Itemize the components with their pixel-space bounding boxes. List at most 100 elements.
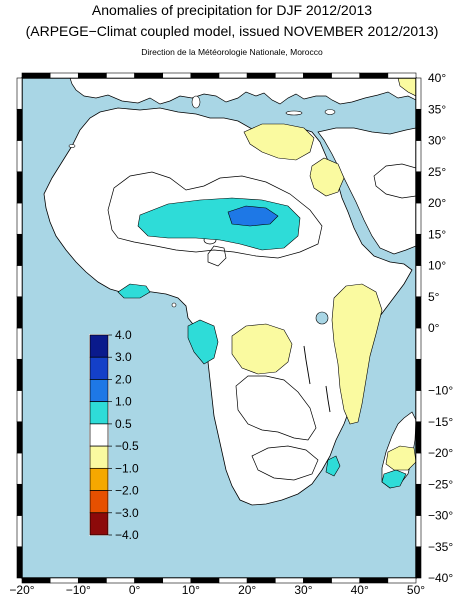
lat-tick-label: −35° — [428, 540, 453, 554]
legend-swatch — [89, 423, 109, 447]
lake-tanganyika — [303, 345, 311, 385]
lat-tick-label: 35° — [428, 102, 446, 116]
contour-lake-chad — [207, 245, 227, 267]
contour-arabia — [373, 163, 416, 199]
anomaly-mozambique-wet — [325, 455, 341, 477]
lat-tick-label: −25° — [428, 477, 453, 491]
border-segment-right — [415, 327, 422, 360]
lon-tick-label: 20° — [238, 583, 256, 597]
border-segment-left — [16, 202, 23, 235]
border-segment-left — [16, 233, 23, 266]
legend-label: 3.0 — [115, 350, 132, 364]
legend-label: −4.0 — [115, 528, 139, 542]
border-segment-right — [415, 233, 422, 266]
lat-tick-label: 40° — [428, 71, 446, 85]
longitude-labels: −20° −10° 0° 10° 20° 30° 40° 50° — [9, 583, 425, 597]
border-segment-top — [77, 72, 107, 79]
legend-swatch — [89, 467, 109, 491]
border-segment-left — [16, 77, 23, 110]
border-segment-right — [415, 421, 422, 454]
island-sardinia — [191, 95, 201, 109]
border-segment-right — [415, 390, 422, 423]
border-segment-left — [16, 390, 23, 423]
legend-label: 1.0 — [115, 395, 132, 409]
island-crete — [285, 110, 303, 116]
legend-swatch — [89, 512, 109, 536]
lake-victoria — [315, 311, 329, 325]
legend-label: 2.0 — [115, 372, 132, 386]
legend-label: −1.0 — [115, 461, 139, 475]
lat-tick-label: 25° — [428, 165, 446, 179]
legend-label: −0.5 — [115, 439, 139, 453]
border-segment-bottom — [387, 577, 417, 584]
border-segment-left — [16, 515, 23, 548]
border-segment-left — [16, 358, 23, 391]
border-segment-top — [218, 72, 248, 79]
border-segment-right — [415, 358, 422, 391]
legend-swatch — [89, 334, 109, 358]
lon-tick-label: 30° — [294, 583, 312, 597]
border-segment-top — [134, 72, 164, 79]
map-credit: Direction de la Météorologie Nationale, … — [141, 47, 323, 57]
map-subtitle: (ARPEGE−Climat coupled model, issued NOV… — [25, 23, 439, 39]
island-bioko — [171, 302, 177, 308]
island-cyprus — [324, 109, 336, 115]
lat-tick-label: 5° — [428, 290, 440, 304]
legend-swatch — [89, 445, 109, 469]
anomaly-libya-dry — [243, 123, 315, 161]
lat-tick-label: 0° — [428, 321, 440, 335]
border-segment-right — [415, 265, 422, 298]
color-legend: 4.0 3.0 2.0 1.0 0.5 −0.5 −1.0 −2.0 −3.0 −4.0 — [89, 328, 139, 542]
border-segment-left — [16, 171, 23, 204]
border-segment-top — [303, 72, 332, 79]
legend-label: 0.5 — [115, 417, 132, 431]
lon-tick-label: −20° — [9, 583, 34, 597]
legend-swatch — [89, 490, 109, 514]
lon-tick-label: 40° — [351, 583, 369, 597]
border-segment-top — [49, 72, 79, 79]
lat-tick-label: 10° — [428, 259, 446, 273]
border-segment-left — [16, 296, 23, 329]
lon-tick-label: 10° — [182, 583, 200, 597]
border-segment-left — [16, 483, 23, 516]
border-segment-left — [16, 421, 23, 454]
border-segment-right — [415, 140, 422, 173]
border-segment-top — [359, 72, 389, 79]
anomaly-sahel-strong-wet — [227, 205, 279, 227]
anomaly-gulf-guinea-wet — [117, 283, 151, 299]
border-segment-right — [415, 483, 422, 516]
border-segment-right — [415, 171, 422, 204]
border-segment-right — [415, 77, 422, 110]
lat-tick-label: −30° — [428, 509, 453, 523]
border-segment-top — [21, 72, 51, 79]
anomaly-east-africa-dry — [331, 283, 383, 425]
map-border — [16, 72, 422, 584]
border-segment-left — [16, 546, 23, 579]
border-segment-left — [16, 452, 23, 485]
border-segment-top — [246, 72, 276, 79]
lon-tick-label: −10° — [66, 583, 91, 597]
latitude-labels: 40° 35° 30° 25° 20° 15° 10° 5° 0° −10° −15° −20° −25… — [428, 71, 453, 585]
anomaly-gabon-wet — [187, 319, 219, 365]
lat-tick-label: 30° — [428, 134, 446, 148]
legend-swatch — [89, 356, 109, 380]
border-segment-left — [16, 140, 23, 173]
lat-tick-label: 15° — [428, 227, 446, 241]
lat-tick-label: 20° — [428, 196, 446, 210]
land-africa — [43, 107, 413, 506]
border-segment-top — [274, 72, 304, 79]
border-segment-top — [387, 72, 417, 79]
contour-southwest — [235, 375, 317, 441]
border-segment-right — [415, 108, 422, 141]
island-canary — [68, 144, 76, 148]
border-segment-right — [415, 296, 422, 329]
border-segment-top — [190, 72, 220, 79]
legend-label: 4.0 — [115, 328, 132, 342]
border-segment-top — [106, 72, 135, 79]
legend-label: −2.0 — [115, 484, 139, 498]
contour-sahara — [107, 171, 323, 259]
anomaly-mediterranean-dry — [397, 78, 416, 97]
border-segment-left — [16, 265, 23, 298]
border-segment-right — [415, 546, 422, 579]
